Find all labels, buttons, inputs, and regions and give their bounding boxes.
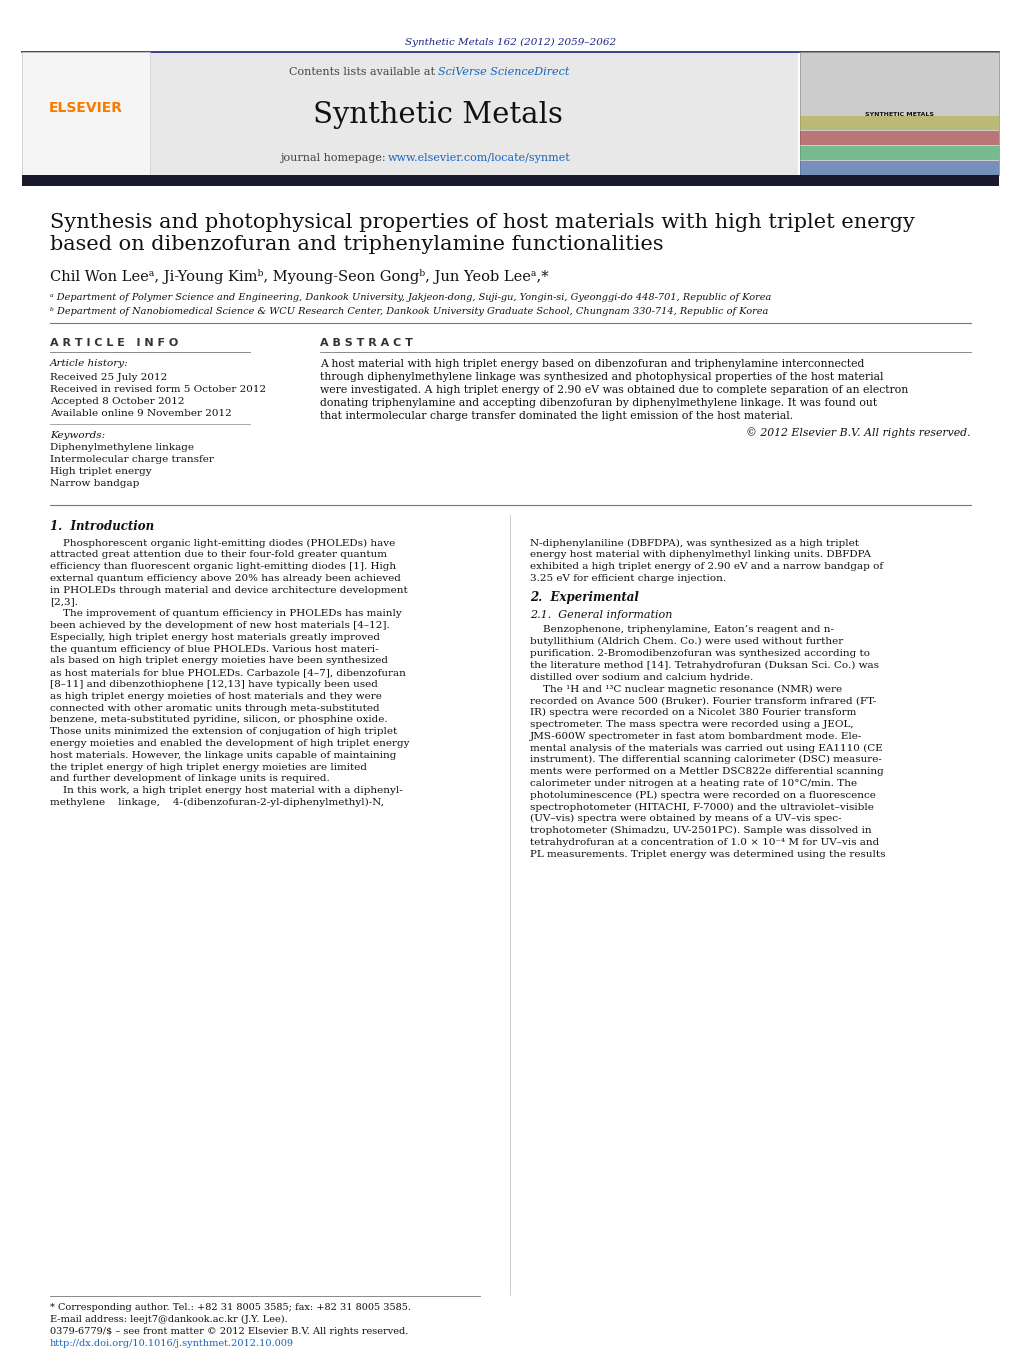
Text: Accepted 8 October 2012: Accepted 8 October 2012 bbox=[50, 396, 185, 405]
Text: 0379-6779/$ – see front matter © 2012 Elsevier B.V. All rights reserved.: 0379-6779/$ – see front matter © 2012 El… bbox=[50, 1327, 408, 1336]
Text: calorimeter under nitrogen at a heating rate of 10°C/min. The: calorimeter under nitrogen at a heating … bbox=[530, 780, 857, 788]
Bar bbox=[22, 51, 150, 176]
Bar bbox=[800, 146, 999, 159]
Text: Especially, high triplet energy host materials greatly improved: Especially, high triplet energy host mat… bbox=[50, 632, 380, 642]
Text: attracted great attention due to their four-fold greater quantum: attracted great attention due to their f… bbox=[50, 550, 387, 559]
Text: JMS-600W spectrometer in fast atom bombardment mode. Ele-: JMS-600W spectrometer in fast atom bomba… bbox=[530, 732, 863, 740]
Bar bbox=[800, 131, 999, 145]
Bar bbox=[800, 116, 999, 130]
Text: mental analysis of the materials was carried out using EA1110 (CE: mental analysis of the materials was car… bbox=[530, 743, 883, 753]
Text: SYNTHETIC METALS: SYNTHETIC METALS bbox=[865, 112, 933, 118]
Text: The ¹H and ¹³C nuclear magnetic resonance (NMR) were: The ¹H and ¹³C nuclear magnetic resonanc… bbox=[530, 685, 842, 693]
Text: A R T I C L E   I N F O: A R T I C L E I N F O bbox=[50, 338, 179, 349]
Text: Diphenylmethylene linkage: Diphenylmethylene linkage bbox=[50, 443, 194, 451]
Text: Article history:: Article history: bbox=[50, 359, 129, 369]
Text: ᵇ Department of Nanobiomedical Science & WCU Research Center, Dankook University: ᵇ Department of Nanobiomedical Science &… bbox=[50, 307, 769, 316]
Text: host materials. However, the linkage units capable of maintaining: host materials. However, the linkage uni… bbox=[50, 751, 396, 759]
Text: trophotometer (Shimadzu, UV-2501PC). Sample was dissolved in: trophotometer (Shimadzu, UV-2501PC). Sam… bbox=[530, 825, 872, 835]
Text: the triplet energy of high triplet energy moieties are limited: the triplet energy of high triplet energ… bbox=[50, 763, 367, 771]
Text: journal homepage:: journal homepage: bbox=[280, 153, 389, 163]
Text: exhibited a high triplet energy of 2.90 eV and a narrow bandgap of: exhibited a high triplet energy of 2.90 … bbox=[530, 562, 883, 571]
Text: The improvement of quantum efficiency in PHOLEDs has mainly: The improvement of quantum efficiency in… bbox=[50, 609, 401, 619]
Text: © 2012 Elsevier B.V. All rights reserved.: © 2012 Elsevier B.V. All rights reserved… bbox=[746, 428, 971, 438]
Text: were investigated. A high triplet energy of 2.90 eV was obtained due to complete: were investigated. A high triplet energy… bbox=[320, 385, 909, 394]
Text: connected with other aromatic units through meta-substituted: connected with other aromatic units thro… bbox=[50, 704, 380, 713]
Text: Narrow bandgap: Narrow bandgap bbox=[50, 478, 140, 488]
Text: external quantum efficiency above 20% has already been achieved: external quantum efficiency above 20% ha… bbox=[50, 574, 401, 582]
Text: http://dx.doi.org/10.1016/j.synthmet.2012.10.009: http://dx.doi.org/10.1016/j.synthmet.201… bbox=[50, 1339, 294, 1347]
Bar bbox=[800, 51, 999, 176]
Text: 3.25 eV for efficient charge injection.: 3.25 eV for efficient charge injection. bbox=[530, 574, 726, 582]
Text: ments were performed on a Mettler DSC822e differential scanning: ments were performed on a Mettler DSC822… bbox=[530, 767, 884, 775]
Text: N-diphenylaniline (DBFDPA), was synthesized as a high triplet: N-diphenylaniline (DBFDPA), was synthesi… bbox=[530, 539, 859, 547]
Text: 2.  Experimental: 2. Experimental bbox=[530, 592, 639, 604]
Text: IR) spectra were recorded on a Nicolet 380 Fourier transform: IR) spectra were recorded on a Nicolet 3… bbox=[530, 708, 857, 717]
Text: als based on high triplet energy moieties have been synthesized: als based on high triplet energy moietie… bbox=[50, 657, 388, 666]
Text: ELSEVIER: ELSEVIER bbox=[49, 101, 123, 115]
Text: based on dibenzofuran and triphenylamine functionalities: based on dibenzofuran and triphenylamine… bbox=[50, 235, 664, 254]
Text: www.elsevier.com/locate/synmet: www.elsevier.com/locate/synmet bbox=[388, 153, 571, 163]
Text: 2.1.  General information: 2.1. General information bbox=[530, 611, 673, 620]
Text: A B S T R A C T: A B S T R A C T bbox=[320, 338, 412, 349]
Text: instrument). The differential scanning calorimeter (DSC) measure-: instrument). The differential scanning c… bbox=[530, 755, 882, 765]
Bar bbox=[22, 51, 798, 176]
Text: the literature method [14]. Tetrahydrofuran (Duksan Sci. Co.) was: the literature method [14]. Tetrahydrofu… bbox=[530, 661, 879, 670]
Text: Contents lists available at: Contents lists available at bbox=[289, 68, 438, 77]
Text: * Corresponding author. Tel.: +82 31 8005 3585; fax: +82 31 8005 3585.: * Corresponding author. Tel.: +82 31 800… bbox=[50, 1302, 411, 1312]
Text: purification. 2-Bromodibenzofuran was synthesized according to: purification. 2-Bromodibenzofuran was sy… bbox=[530, 648, 870, 658]
Text: Synthesis and photophysical properties of host materials with high triplet energ: Synthesis and photophysical properties o… bbox=[50, 212, 915, 231]
Text: been achieved by the development of new host materials [4–12].: been achieved by the development of new … bbox=[50, 621, 390, 630]
Text: Benzophenone, triphenylamine, Eaton’s reagent and n-: Benzophenone, triphenylamine, Eaton’s re… bbox=[530, 626, 834, 635]
Text: Keywords:: Keywords: bbox=[50, 431, 105, 439]
Text: SciVerse ScienceDirect: SciVerse ScienceDirect bbox=[438, 68, 570, 77]
Text: energy moieties and enabled the development of high triplet energy: energy moieties and enabled the developm… bbox=[50, 739, 409, 748]
Text: distilled over sodium and calcium hydride.: distilled over sodium and calcium hydrid… bbox=[530, 673, 753, 682]
Text: (UV–vis) spectra were obtained by means of a UV–vis spec-: (UV–vis) spectra were obtained by means … bbox=[530, 815, 841, 823]
Text: and further development of linkage units is required.: and further development of linkage units… bbox=[50, 774, 330, 784]
Text: In this work, a high triplet energy host material with a diphenyl-: In this work, a high triplet energy host… bbox=[50, 786, 402, 796]
Text: methylene    linkage,    4-(dibenzofuran-2-yl-diphenylmethyl)-N,: methylene linkage, 4-(dibenzofuran-2-yl-… bbox=[50, 798, 384, 807]
Text: Received 25 July 2012: Received 25 July 2012 bbox=[50, 373, 167, 381]
Text: 1.  Introduction: 1. Introduction bbox=[50, 520, 154, 534]
Text: Available online 9 November 2012: Available online 9 November 2012 bbox=[50, 408, 232, 417]
Text: through diphenylmethylene linkage was synthesized and photophysical properties o: through diphenylmethylene linkage was sy… bbox=[320, 372, 883, 382]
Text: Phosphorescent organic light-emitting diodes (PHOLEDs) have: Phosphorescent organic light-emitting di… bbox=[50, 539, 395, 547]
Text: ᵃ Department of Polymer Science and Engineering, Dankook University, Jakjeon-don: ᵃ Department of Polymer Science and Engi… bbox=[50, 293, 772, 303]
Text: butyllithium (Aldrich Chem. Co.) were used without further: butyllithium (Aldrich Chem. Co.) were us… bbox=[530, 638, 843, 646]
Text: Those units minimized the extension of conjugation of high triplet: Those units minimized the extension of c… bbox=[50, 727, 397, 736]
Text: recorded on Avance 500 (Bruker). Fourier transform infrared (FT-: recorded on Avance 500 (Bruker). Fourier… bbox=[530, 696, 876, 705]
Text: Synthetic Metals: Synthetic Metals bbox=[313, 101, 563, 128]
Text: A host material with high triplet energy based on dibenzofuran and triphenylamin: A host material with high triplet energy… bbox=[320, 359, 865, 369]
Text: [2,3].: [2,3]. bbox=[50, 597, 78, 607]
Text: the quantum efficiency of blue PHOLEDs. Various host materi-: the quantum efficiency of blue PHOLEDs. … bbox=[50, 644, 379, 654]
Text: [8–11] and dibenzothiophene [12,13] have typically been used: [8–11] and dibenzothiophene [12,13] have… bbox=[50, 680, 378, 689]
Text: photoluminescence (PL) spectra were recorded on a fluorescence: photoluminescence (PL) spectra were reco… bbox=[530, 790, 876, 800]
Text: donating triphenylamine and accepting dibenzofuran by diphenylmethylene linkage.: donating triphenylamine and accepting di… bbox=[320, 399, 877, 408]
Text: energy host material with diphenylmethyl linking units. DBFDPA: energy host material with diphenylmethyl… bbox=[530, 550, 871, 559]
Text: as host materials for blue PHOLEDs. Carbazole [4–7], dibenzofuran: as host materials for blue PHOLEDs. Carb… bbox=[50, 669, 406, 677]
Text: PL measurements. Triplet energy was determined using the results: PL measurements. Triplet energy was dete… bbox=[530, 850, 885, 859]
Text: benzene, meta-substituted pyridine, silicon, or phosphine oxide.: benzene, meta-substituted pyridine, sili… bbox=[50, 716, 388, 724]
Text: spectrometer. The mass spectra were recorded using a JEOL,: spectrometer. The mass spectra were reco… bbox=[530, 720, 854, 730]
Bar bbox=[22, 176, 999, 186]
Bar bbox=[800, 161, 999, 176]
Text: as high triplet energy moieties of host materials and they were: as high triplet energy moieties of host … bbox=[50, 692, 382, 701]
Text: efficiency than fluorescent organic light-emitting diodes [1]. High: efficiency than fluorescent organic ligh… bbox=[50, 562, 396, 571]
Text: that intermolecular charge transfer dominated the light emission of the host mat: that intermolecular charge transfer domi… bbox=[320, 411, 793, 422]
Text: E-mail address: leejt7@dankook.ac.kr (J.Y. Lee).: E-mail address: leejt7@dankook.ac.kr (J.… bbox=[50, 1315, 288, 1324]
Text: High triplet energy: High triplet energy bbox=[50, 466, 152, 476]
Text: Received in revised form 5 October 2012: Received in revised form 5 October 2012 bbox=[50, 385, 266, 393]
Text: spectrophotometer (HITACHI, F-7000) and the ultraviolet–visible: spectrophotometer (HITACHI, F-7000) and … bbox=[530, 802, 874, 812]
Text: tetrahydrofuran at a concentration of 1.0 × 10⁻⁴ M for UV–vis and: tetrahydrofuran at a concentration of 1.… bbox=[530, 838, 879, 847]
Text: Synthetic Metals 162 (2012) 2059–2062: Synthetic Metals 162 (2012) 2059–2062 bbox=[405, 38, 617, 46]
Text: Intermolecular charge transfer: Intermolecular charge transfer bbox=[50, 454, 213, 463]
Text: Chil Won Leeᵃ, Ji-Young Kimᵇ, Myoung-Seon Gongᵇ, Jun Yeob Leeᵃ,*: Chil Won Leeᵃ, Ji-Young Kimᵇ, Myoung-Seo… bbox=[50, 269, 548, 285]
Text: in PHOLEDs through material and device architecture development: in PHOLEDs through material and device a… bbox=[50, 586, 407, 594]
